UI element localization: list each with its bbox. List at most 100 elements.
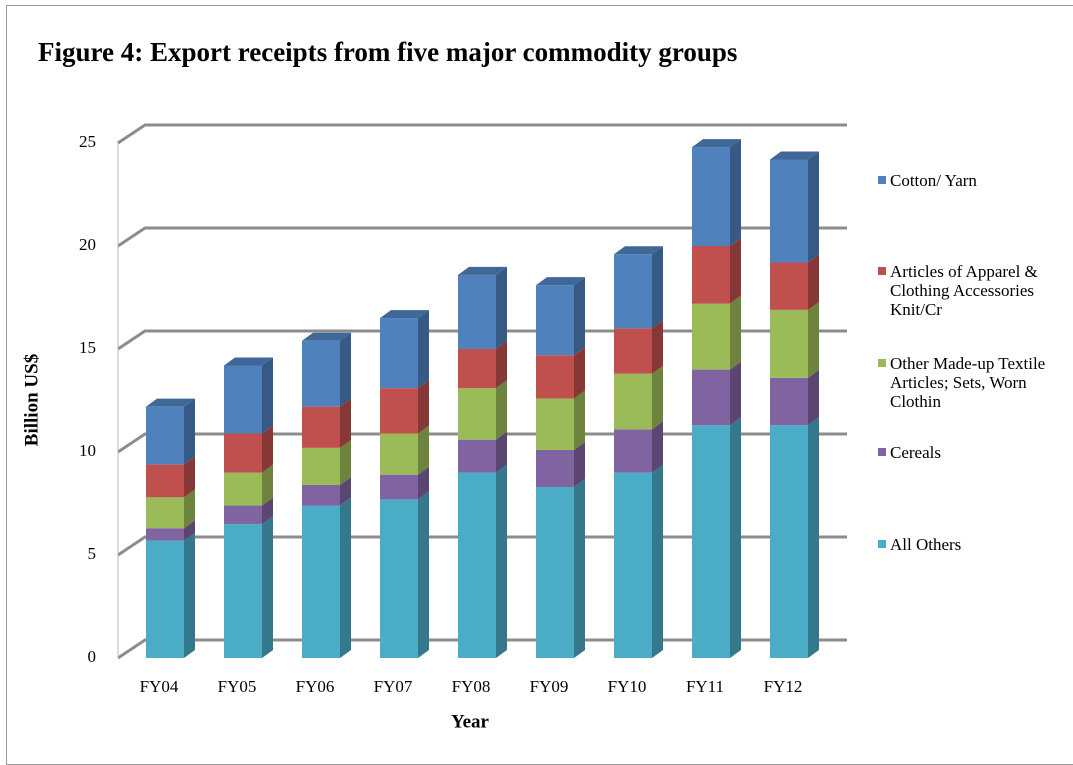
bar-side: [574, 479, 585, 658]
bar-side: [652, 421, 663, 473]
bar: [146, 540, 184, 658]
bar: [770, 425, 808, 658]
grid-line: [117, 123, 847, 145]
bar-top: [302, 332, 351, 341]
bar: [380, 318, 418, 389]
legend-swatch: [878, 448, 886, 456]
bar: [224, 433, 262, 473]
bar-top: [146, 398, 195, 407]
bar-side: [184, 489, 195, 529]
bar-side: [340, 439, 351, 485]
bar: [614, 254, 652, 329]
bar-side: [730, 295, 741, 370]
bar: [146, 497, 184, 529]
bar-side: [262, 497, 273, 525]
bar-side: [340, 476, 351, 506]
chart-title: Figure 4: Export receipts from five majo…: [38, 37, 737, 67]
bar: [146, 528, 184, 541]
bar-side: [184, 398, 195, 465]
bar-side: [262, 464, 273, 506]
bar-side: [730, 361, 741, 426]
bar-top: [458, 266, 507, 275]
y-tick-label: 5: [88, 544, 97, 563]
x-tick-label: FY05: [218, 677, 257, 696]
legend-item: Articles of Apparel & Clothing Accessori…: [878, 262, 1068, 319]
bar: [146, 464, 184, 498]
bar-side: [496, 341, 507, 389]
legend-label: All Others: [890, 535, 962, 554]
bar: [302, 447, 340, 485]
legend-label: Cotton/ Yarn: [890, 171, 977, 190]
bar: [458, 388, 496, 440]
bar-side: [340, 398, 351, 448]
bar: [302, 484, 340, 506]
legend-item: Other Made-up Textile Articles; Sets, Wo…: [878, 354, 1068, 411]
bar-side: [496, 431, 507, 473]
y-tick-label: 25: [79, 132, 96, 151]
bar-top: [614, 246, 663, 255]
bar-side: [418, 491, 429, 658]
bar-side: [808, 417, 819, 658]
bar: [614, 472, 652, 658]
bar: [536, 487, 574, 658]
bar-side: [340, 497, 351, 658]
bar: [380, 499, 418, 658]
bar-side: [418, 380, 429, 434]
x-tick-label: FY07: [374, 677, 413, 696]
bar: [458, 349, 496, 389]
bar: [614, 373, 652, 430]
bar-side: [184, 520, 195, 541]
y-tick-label: 15: [79, 338, 96, 357]
bar-side: [496, 464, 507, 658]
legend-label: Articles of Apparel & Clothing Accessori…: [890, 262, 1038, 319]
bar-side: [184, 532, 195, 658]
bar: [770, 309, 808, 378]
bar: [536, 285, 574, 356]
bar: [692, 147, 730, 246]
bar: [380, 474, 418, 500]
grid-line: [117, 226, 847, 248]
bar: [380, 433, 418, 475]
bar: [458, 472, 496, 658]
bar-side: [574, 277, 585, 356]
bar-top: [380, 310, 429, 319]
bar-top: [536, 277, 585, 286]
bar-side: [262, 357, 273, 434]
bar-side: [652, 320, 663, 374]
x-tick-label: FY08: [452, 677, 491, 696]
legend-swatch: [878, 176, 886, 184]
legend-swatch: [878, 267, 886, 275]
legend-swatch: [878, 540, 886, 548]
bar: [692, 303, 730, 370]
bar-side: [340, 332, 351, 407]
grid-line: [117, 638, 847, 660]
bar-side: [418, 310, 429, 389]
legend-item: All Others: [878, 535, 1068, 554]
bar: [614, 328, 652, 374]
bar: [302, 340, 340, 407]
bar-side: [418, 466, 429, 500]
bar: [692, 369, 730, 426]
bar-top: [224, 357, 273, 366]
bar-side: [262, 425, 273, 473]
bar-side: [574, 347, 585, 399]
bar: [146, 406, 184, 465]
bar-top: [770, 151, 819, 160]
bar: [692, 425, 730, 658]
bar-side: [184, 456, 195, 498]
grid-line: [117, 329, 847, 351]
bar: [224, 472, 262, 506]
bar: [302, 406, 340, 448]
y-tick-label: 10: [79, 441, 96, 460]
grid-line: [117, 432, 847, 454]
bar: [224, 505, 262, 525]
bar: [302, 505, 340, 658]
legend-label: Other Made-up Textile Articles; Sets, Wo…: [890, 354, 1046, 411]
y-tick-label: 20: [79, 235, 96, 254]
bar-side: [418, 425, 429, 475]
legend-swatch: [878, 359, 886, 367]
bar-side: [574, 441, 585, 488]
x-tick-label: FY11: [686, 677, 724, 696]
